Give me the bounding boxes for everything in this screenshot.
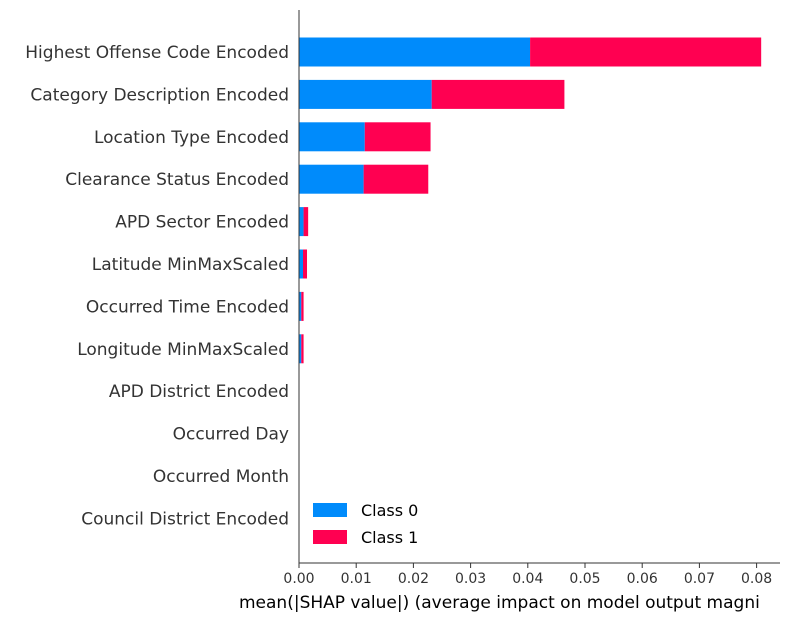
x-axis-title: mean(|SHAP value|) (average impact on mo… <box>239 593 760 613</box>
legend-label-class-1: Class 1 <box>361 528 418 547</box>
category-label: Location Type Encoded <box>94 128 289 148</box>
category-label: Occurred Day <box>173 425 289 445</box>
bar-class-0-5 <box>299 249 304 279</box>
legend-label-class-0: Class 0 <box>361 501 418 520</box>
bar-class-1-3 <box>363 164 429 194</box>
category-label: Occurred Time Encoded <box>86 297 289 317</box>
category-labels-group: Highest Offense Code Encoded Category Des… <box>25 43 289 529</box>
x-tick-label: 0.03 <box>455 571 486 587</box>
bar-class-1-5 <box>303 249 308 279</box>
x-tick-label: 0.07 <box>684 571 715 587</box>
bar-class-0-7 <box>299 334 302 364</box>
bar-class-1-4 <box>303 207 309 237</box>
category-label: Latitude MinMaxScaled <box>92 255 289 275</box>
category-label: Longitude MinMaxScaled <box>77 340 289 360</box>
bar-class-1-2 <box>364 122 431 152</box>
category-label: Highest Offense Code Encoded <box>25 43 289 63</box>
bar-class-1-1 <box>431 79 565 109</box>
legend: Class 0 Class 1 <box>313 501 418 547</box>
bar-class-0-0 <box>299 37 531 67</box>
x-tick-label: 0.05 <box>569 571 600 587</box>
x-tick-label: 0.06 <box>627 571 658 587</box>
x-ticks-group: 0.00 0.01 0.02 0.03 0.04 0.05 0.06 0.07 0.08 <box>283 563 772 587</box>
legend-swatch-class-1 <box>313 530 347 544</box>
bar-class-1-6 <box>301 291 304 321</box>
category-label: Clearance Status Encoded <box>65 170 289 190</box>
bar-class-0-6 <box>299 291 302 321</box>
x-tick-label: 0.08 <box>741 571 772 587</box>
bar-class-0-3 <box>299 164 364 194</box>
bar-class-1-7 <box>301 334 304 364</box>
category-label: APD Sector Encoded <box>115 213 289 233</box>
x-tick-label: 0.01 <box>341 571 372 587</box>
legend-swatch-class-0 <box>313 503 347 517</box>
category-label: Council District Encoded <box>81 509 289 529</box>
x-tick-label: 0.02 <box>398 571 429 587</box>
bar-class-0-4 <box>299 207 304 237</box>
bar-class-0-1 <box>299 79 432 109</box>
bar-class-0-2 <box>299 122 365 152</box>
category-label: APD District Encoded <box>109 382 289 402</box>
bars-group <box>299 37 762 364</box>
bar-class-1-0 <box>530 37 762 67</box>
x-tick-label: 0.04 <box>512 571 543 587</box>
category-label: Category Description Encoded <box>30 85 289 105</box>
category-label: Occurred Month <box>153 467 289 487</box>
x-tick-label: 0.00 <box>283 571 314 587</box>
